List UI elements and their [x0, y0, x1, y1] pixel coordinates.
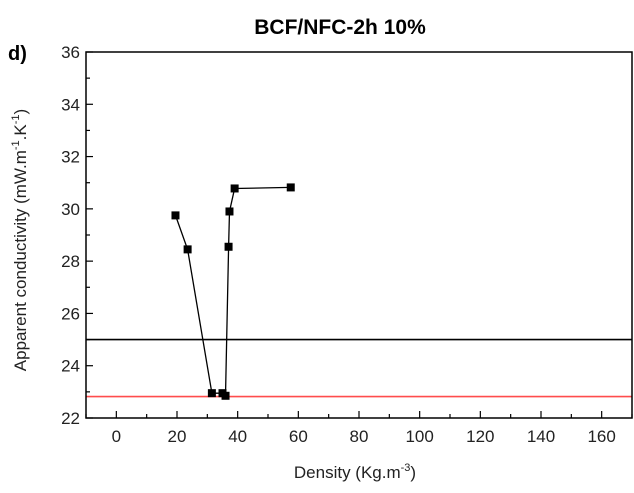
x-tick-label: 60	[289, 427, 308, 446]
x-axis-label-text: Density (Kg.m	[294, 463, 401, 482]
y-tick-label: 26	[61, 304, 80, 323]
y-axis-label-mid: .K	[11, 124, 30, 141]
chart-title: BCF/NFC-2h 10%	[254, 16, 426, 39]
data-point	[224, 242, 233, 251]
data-point	[225, 207, 234, 216]
data-series	[171, 183, 295, 400]
y-tick-label: 34	[61, 95, 80, 114]
x-tick-label: 0	[112, 427, 121, 446]
x-axis-label: Density (Kg.m-3)	[294, 462, 416, 482]
reference-lines	[86, 338, 632, 398]
data-point	[221, 391, 230, 400]
x-tick-label: 100	[405, 427, 433, 446]
y-tick-label: 22	[61, 409, 80, 428]
x-axis-ticks: 0 20 40 60 80 100 120 140 160	[85, 411, 633, 446]
y-tick-label: 36	[61, 43, 80, 62]
y-axis-ticks: 22 24 26 28 30 32 34 36	[61, 43, 93, 428]
series-line-0	[174, 186, 291, 398]
y-axis-label-end: )	[11, 109, 30, 115]
panel-label: d)	[8, 43, 27, 65]
data-point	[230, 184, 239, 193]
data-point	[207, 389, 216, 398]
plot-frame	[85, 51, 633, 419]
data-point	[183, 245, 192, 254]
x-tick-label: 40	[228, 427, 247, 446]
y-axis-label-superscript-1: -1	[10, 140, 22, 150]
x-tick-label: 140	[527, 427, 555, 446]
y-tick-label: 28	[61, 252, 80, 271]
y-axis-label-superscript-2: -1	[10, 114, 22, 124]
x-axis-label-end: )	[410, 463, 416, 482]
y-tick-label: 32	[61, 148, 80, 167]
x-axis-label-superscript: -3	[401, 462, 411, 474]
x-tick-label: 20	[168, 427, 187, 446]
x-tick-label: 120	[466, 427, 494, 446]
y-tick-label: 30	[61, 200, 80, 219]
data-point	[171, 211, 180, 220]
x-tick-label: 160	[587, 427, 615, 446]
y-tick-label: 24	[61, 357, 80, 376]
y-axis-label: Apparent conductivity (mW.m-1.K-1)	[10, 109, 30, 371]
data-point	[286, 183, 295, 192]
x-tick-label: 80	[350, 427, 369, 446]
y-axis-label-text: Apparent conductivity (mW.m	[11, 150, 30, 371]
